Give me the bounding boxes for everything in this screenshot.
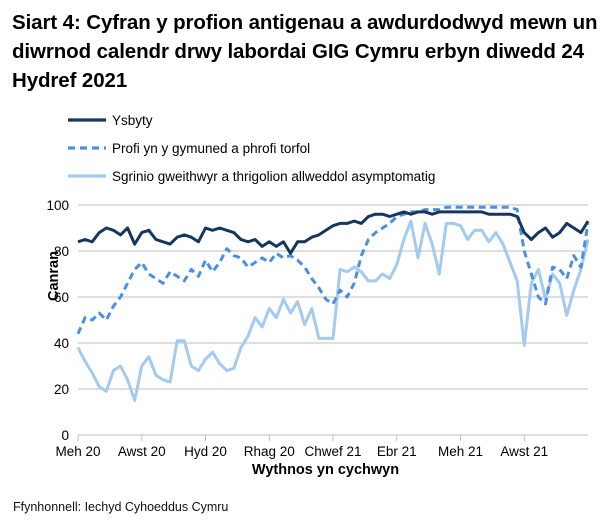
legend-swatch-hospital (68, 113, 106, 127)
legend-label-hospital: Ysbyty (112, 112, 153, 128)
legend-item-screening: Sgrinio gweithwyr a thrigolion allweddol… (68, 162, 588, 190)
legend-label-community: Profi yn y gymuned a phrofi torfol (112, 140, 311, 156)
x-tick-label: Ebr 21 (377, 444, 417, 459)
x-tick-label: Meh 21 (438, 444, 483, 459)
plot-area: 0 20 40 60 80 100 Meh 20 Awst 20 Hyd 20 Rhag 20 Ch… (0, 190, 611, 460)
x-axis-label: Wythnos yn cychwyn (251, 462, 400, 478)
y-tick-label: 60 (54, 290, 69, 305)
legend-item-hospital: Ysbyty (68, 106, 588, 134)
chart-legend: Ysbyty Profi yn y gymuned a phrofi torfo… (68, 106, 588, 190)
x-tick-label: Meh 20 (55, 444, 100, 459)
legend-label-screening: Sgrinio gweithwyr a thrigolion allweddol… (112, 168, 436, 184)
y-tick-label: 40 (54, 336, 69, 351)
legend-swatch-community (68, 141, 106, 155)
y-tick-label: 0 (61, 428, 69, 443)
y-axis-label: Canran (46, 251, 62, 301)
x-tick-label: Rhag 20 (244, 444, 295, 459)
page-title: Siart 4: Cyfran y profion antigenau a aw… (12, 11, 598, 92)
series-line-screening (76, 219, 590, 402)
series-line-community (76, 205, 590, 335)
x-tick-label: Chwef 21 (304, 444, 361, 459)
y-tick-label: 100 (46, 198, 69, 213)
source-note: Ffynhonnell: Iechyd Cyhoeddus Cymru (13, 500, 229, 514)
x-tick-label: Awst 21 (500, 444, 548, 459)
line-chart-svg: 0 20 40 60 80 100 Meh 20 Awst 20 Hyd 20 Rhag 20 Ch… (46, 198, 590, 459)
legend-item-community: Profi yn y gymuned a phrofi torfol (68, 134, 588, 162)
x-tick-label: Hyd 20 (184, 444, 227, 459)
series-line-hospital (77, 210, 590, 255)
x-tick-label: Awst 20 (118, 444, 166, 459)
legend-swatch-screening (68, 169, 106, 183)
y-tick-label: 20 (54, 382, 69, 397)
y-tick-label: 80 (54, 244, 69, 259)
